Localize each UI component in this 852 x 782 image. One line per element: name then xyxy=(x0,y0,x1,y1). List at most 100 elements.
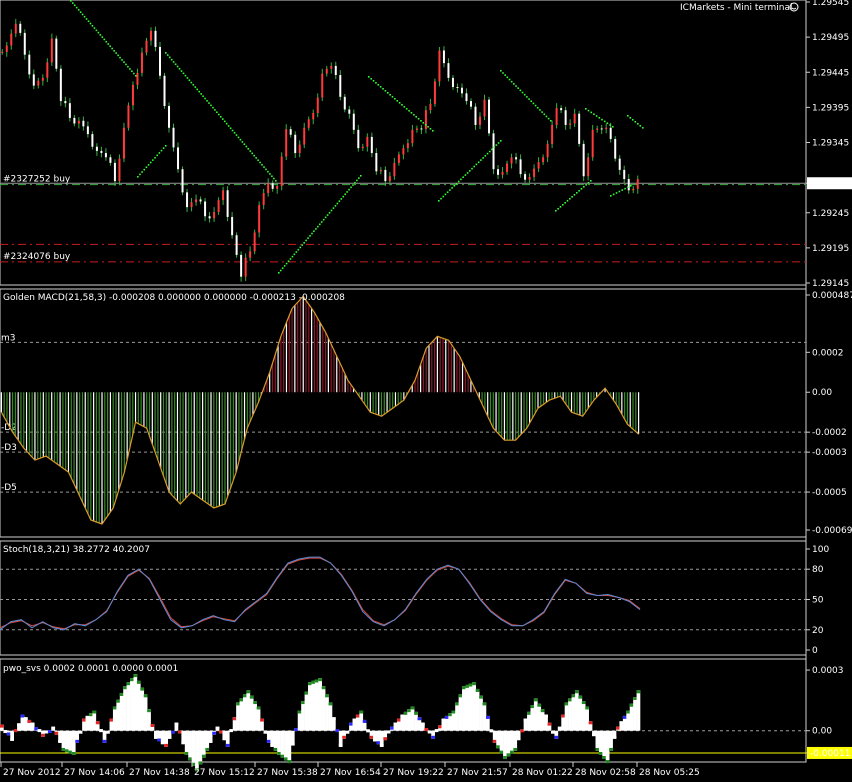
pwo-bar xyxy=(301,701,305,731)
trend-dot xyxy=(639,125,642,127)
macd-tick-label: -0.00069 xyxy=(812,526,852,536)
pwo-bar xyxy=(321,686,326,731)
trend-dot xyxy=(322,218,325,221)
candle-body xyxy=(555,108,558,125)
candle-body xyxy=(375,153,378,172)
pwo-bar xyxy=(571,694,576,731)
candle-body xyxy=(316,97,319,113)
trend-dot xyxy=(214,109,216,111)
pwo-bar-edge xyxy=(219,730,223,734)
pwo-bar-edge xyxy=(147,709,151,713)
pwo-bar xyxy=(112,706,117,731)
stoch-tick-label: 20 xyxy=(812,626,824,636)
pwo-bar xyxy=(85,715,90,731)
trend-dot xyxy=(223,120,226,123)
macd-tick-label: 0.0002 xyxy=(812,348,844,358)
macd-title: Golden MACD(21,58,3) -0.000208 0.000000 … xyxy=(3,293,345,303)
pwo-bar-edge xyxy=(126,682,131,686)
trend-dot xyxy=(303,241,305,244)
pwo-bar-edge xyxy=(191,762,196,766)
trend-dot xyxy=(424,124,427,126)
pwo-bar-edge xyxy=(65,749,69,753)
pwo-bar-edge xyxy=(530,705,535,709)
trend-dot xyxy=(510,80,513,83)
trend-dot xyxy=(386,92,389,94)
pwo-panel[interactable]: 0.0003 0.00 -0.00011 xyxy=(0,666,852,772)
trend-dot xyxy=(275,180,277,182)
trend-dot xyxy=(95,29,98,32)
trend-dot xyxy=(475,163,478,166)
pwo-bar-edge xyxy=(0,724,4,728)
pwo-bar-edge xyxy=(54,731,59,735)
candle-body xyxy=(618,158,621,170)
pwo-bar-edge xyxy=(119,692,124,696)
trend-dot xyxy=(73,4,76,7)
pwo-bar-edge xyxy=(164,743,169,747)
trend-dot xyxy=(389,94,391,96)
candle-body xyxy=(253,232,256,252)
candle-body xyxy=(582,143,585,177)
trend-dot xyxy=(273,177,275,180)
candle-body xyxy=(64,101,67,104)
price-panel[interactable]: 1.29545 1.29495 1.29445 1.29395 1.29345 1.292… xyxy=(0,0,852,289)
trend-dot xyxy=(188,79,191,82)
pwo-bar xyxy=(256,706,261,731)
trend-dot xyxy=(370,78,372,80)
trend-dot xyxy=(315,228,317,230)
pwo-bar-edge xyxy=(181,741,186,745)
candle-body xyxy=(235,235,238,255)
pwo-bar-edge xyxy=(325,694,329,698)
pwo-bar xyxy=(174,722,179,731)
trend-dot xyxy=(176,65,179,68)
trend-dot xyxy=(482,157,484,159)
pwo-bar xyxy=(140,687,145,731)
pwo-bar-edge xyxy=(410,706,415,710)
candle-body xyxy=(605,127,608,130)
trend-dot xyxy=(328,211,331,214)
pwo-bar-edge xyxy=(407,709,411,713)
pwo-bar-edge xyxy=(44,730,49,734)
trend-dot xyxy=(91,25,94,27)
trend-dot xyxy=(391,96,394,98)
pwo-bar-edge xyxy=(448,713,453,717)
pwo-bar xyxy=(602,730,607,760)
trend-dot xyxy=(320,221,323,223)
pwo-bar-edge xyxy=(41,733,45,737)
terminal-title: ICMarkets - Mini terminal xyxy=(680,3,792,13)
pwo-bar xyxy=(109,718,114,731)
trend-dot xyxy=(245,145,248,148)
candle-body xyxy=(28,54,31,75)
pwo-bar xyxy=(633,697,637,731)
pwo-bar xyxy=(164,730,169,747)
pwo-bar xyxy=(68,730,73,754)
trend-dot xyxy=(526,96,528,98)
candle-body xyxy=(469,101,472,107)
pwo-bar xyxy=(629,703,634,731)
candle-body xyxy=(636,179,639,189)
pwo-bar xyxy=(297,710,302,731)
price-tick-label: 1.29395 xyxy=(812,103,849,113)
pwo-bar-edge xyxy=(47,730,52,734)
pwo-bar-edge xyxy=(578,695,583,699)
pwo-bar xyxy=(338,730,343,747)
pwo-bar xyxy=(547,722,552,731)
candle-body xyxy=(32,74,35,86)
candle-body xyxy=(23,32,26,55)
time-tick-label: 27 Nov 15:38 xyxy=(257,768,318,778)
pwo-bar-edge xyxy=(133,674,138,678)
candle-body xyxy=(231,216,234,236)
candle-body xyxy=(298,144,301,154)
trend-dot xyxy=(403,106,406,108)
pwo-bar xyxy=(181,730,186,745)
stoch-panel[interactable]: 100 80 50 20 0 xyxy=(0,545,829,656)
macd-panel[interactable]: 0.000487 0.0002 0.00 -0.0002 -0.0003 -0.0005 -… xyxy=(0,291,852,536)
trend-dot xyxy=(442,195,445,198)
trend-dot xyxy=(576,192,578,194)
pwo-bar xyxy=(304,691,309,731)
candle-body xyxy=(501,172,504,175)
pwo-bar-edge xyxy=(540,709,545,713)
pwo-bar-edge xyxy=(492,739,497,743)
candle-body xyxy=(168,105,171,128)
pwo-bar-edge xyxy=(82,718,86,722)
